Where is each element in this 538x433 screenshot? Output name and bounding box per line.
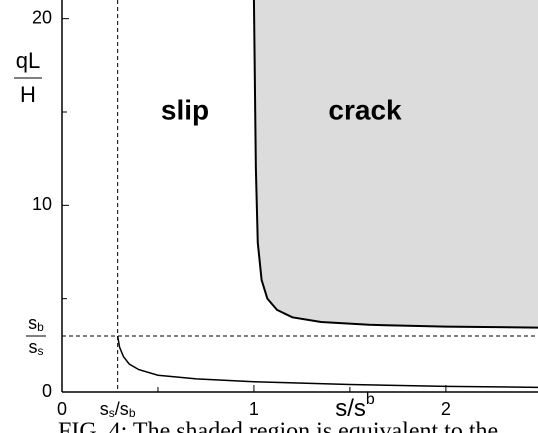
x-tick-label: ss/sb bbox=[100, 399, 136, 420]
curve bbox=[116, 335, 538, 389]
y-tick-label: 10 bbox=[32, 194, 52, 214]
y-axis-label: H bbox=[20, 82, 36, 107]
x-axis-label: s/sb bbox=[335, 391, 375, 422]
label-part: s bbox=[109, 406, 115, 420]
y-tick-label: 20 bbox=[32, 7, 52, 27]
caption: FIG. 4: The shaded region is equivalent … bbox=[58, 419, 498, 433]
label-part: b bbox=[37, 320, 44, 334]
curve bbox=[252, 0, 538, 329]
fraction-denominator: ss bbox=[29, 337, 44, 358]
y-axis-label: qL bbox=[16, 48, 40, 73]
label-part: b bbox=[129, 406, 136, 420]
region-label: slip bbox=[161, 94, 209, 125]
region-label: crack bbox=[328, 94, 402, 125]
crack-region bbox=[253, 0, 538, 328]
label-part: s bbox=[100, 399, 109, 419]
fraction-numerator: sb bbox=[28, 313, 44, 334]
y-tick-label: 0 bbox=[42, 381, 52, 401]
x-tick-label: 2 bbox=[441, 399, 451, 419]
x-tick-label: 1 bbox=[249, 399, 259, 419]
label-part: /s bbox=[115, 399, 129, 419]
label-part: s bbox=[29, 337, 38, 357]
label-part: s/s bbox=[335, 395, 366, 422]
label-part: s bbox=[38, 344, 44, 358]
x-tick-label: 0 bbox=[57, 399, 67, 419]
label-part: b bbox=[366, 391, 375, 408]
label-part: s bbox=[28, 313, 37, 333]
